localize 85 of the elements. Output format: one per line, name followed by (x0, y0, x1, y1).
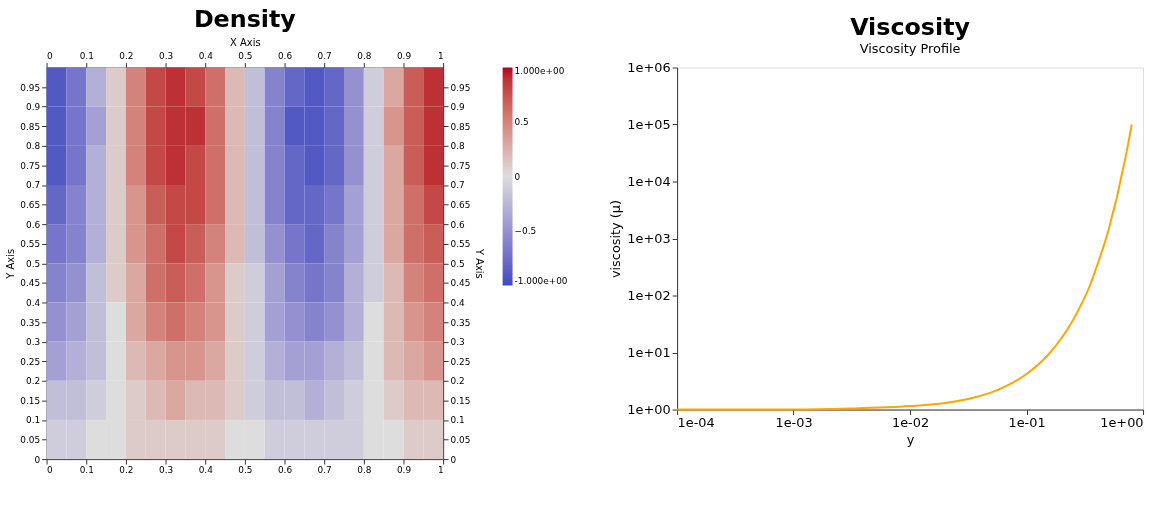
y-tick-label: 1e+01 (627, 344, 671, 360)
x-tick-label: 0 (47, 465, 54, 476)
x-tick-label: 0.8 (357, 465, 372, 476)
x-tick-label: 0.1 (79, 465, 94, 476)
y2-tick-label: 0.8 (450, 141, 466, 152)
x2-tick-label: 0 (47, 51, 54, 62)
y2-tick-label: 0.25 (450, 356, 471, 367)
color-bar-label: 1.000e+00 (514, 66, 565, 77)
x2-tick-label: 1 (437, 51, 444, 62)
x2-tick-label: 0.2 (119, 51, 134, 62)
chart-title: Viscosity (850, 12, 971, 41)
y-tick-label: 0.55 (20, 239, 41, 250)
y-tick-label: 0.65 (20, 200, 41, 211)
y-tick-label: 0.4 (25, 297, 41, 308)
y-tick-label: 0.35 (20, 317, 41, 328)
x2-tick-label: 0.4 (198, 51, 214, 62)
y2-tick-label: 0 (450, 454, 457, 465)
x-axis-title: y (906, 431, 915, 447)
x-tick-label: 0.4 (198, 465, 214, 476)
x-tick-label: 1 (437, 465, 444, 476)
y2-tick-label: 0.75 (450, 160, 471, 171)
color-bar-label: 0 (514, 171, 521, 182)
y-tick-label: 0.85 (20, 121, 41, 132)
x-tick-label: 1e-04 (677, 414, 715, 430)
y-tick-label: 1e+04 (627, 173, 671, 189)
y-axis-title: viscosity (µ) (608, 199, 624, 279)
y-tick-label: 1e+03 (627, 230, 671, 246)
y-tick-label: 0.05 (20, 435, 41, 445)
y-tick-label: 0.45 (20, 278, 41, 289)
y-tick-label: 0.9 (25, 102, 41, 113)
y2-axis-title: Y Axis (474, 247, 486, 279)
y-tick-label: 0.95 (20, 82, 41, 93)
y-tick-label: 0.5 (25, 258, 41, 269)
y2-tick-label: 0.65 (450, 200, 471, 211)
y2-tick-label: 0.85 (450, 121, 471, 132)
x2-tick-label: 0.3 (158, 51, 174, 62)
color-bar-label: 0.5 (514, 117, 529, 128)
x2-tick-label: 0.7 (317, 51, 332, 62)
y2-tick-label: 0.4 (450, 297, 466, 308)
y2-tick-label: 0.45 (450, 278, 471, 289)
y-tick-label: 0.8 (25, 141, 41, 152)
y-tick-label: 0.3 (25, 337, 41, 348)
y-tick-label: 0.6 (25, 219, 41, 230)
y-tick-label: 1e+05 (627, 116, 671, 132)
chart-title: Density (193, 4, 297, 33)
y-tick-label: 0.7 (25, 180, 41, 191)
y-tick-label: 0.75 (20, 160, 41, 171)
color-bar-label: −0.5 (514, 226, 537, 237)
y2-tick-label: 0.95 (450, 82, 471, 93)
y-tick-label: 1e+06 (627, 59, 671, 75)
x-tick-label: 0.2 (119, 465, 134, 476)
y2-tick-label: 0.15 (450, 395, 471, 406)
x-tick-label: 0.6 (277, 465, 293, 476)
x2-tick-label: 0.5 (238, 51, 253, 62)
x-tick-label: 0.3 (158, 465, 174, 476)
x-tick-label: 1e-02 (892, 414, 930, 430)
chart-subtitle: Viscosity Profile (859, 40, 961, 56)
y-tick-label: 1e+02 (627, 287, 671, 303)
x2-tick-label: 0.9 (396, 51, 412, 62)
y2-tick-label: 0.5 (450, 258, 465, 269)
x2-tick-label: 0.6 (277, 51, 293, 62)
y2-tick-label: 0.7 (450, 180, 465, 191)
y-tick-label: 0.15 (20, 395, 41, 406)
y-tick-label: 0.25 (20, 356, 41, 367)
x-tick-label: 1e-03 (775, 414, 813, 430)
x-tick-label: 1e-01 (1008, 414, 1046, 430)
y-tick-label: 0.2 (25, 376, 41, 387)
x-tick-label: 0.7 (317, 465, 332, 476)
y2-tick-label: 0.6 (450, 219, 466, 230)
x-tick-label: 0.5 (238, 465, 253, 476)
color-bar-label: -1.000e+00 (514, 275, 568, 286)
y2-tick-label: 0.2 (450, 376, 465, 387)
y-axis-title: Y Axis (5, 248, 17, 280)
x-tick-label: 0.9 (396, 465, 412, 476)
y2-tick-label: 0.9 (450, 102, 466, 113)
y2-tick-label: 0.55 (450, 239, 471, 250)
x-tick-label: 1e+00 (1100, 414, 1144, 430)
x2-tick-label: 0.1 (79, 51, 94, 62)
y-tick-label: 1e+00 (627, 402, 671, 417)
y2-tick-label: 0.3 (450, 337, 465, 348)
y2-tick-label: 0.05 (450, 435, 471, 445)
x2-axis-title: X Axis (230, 37, 261, 49)
y2-tick-label: 0.35 (450, 317, 471, 328)
x2-tick-label: 0.8 (357, 51, 372, 62)
y-tick-label: 0 (34, 454, 41, 465)
